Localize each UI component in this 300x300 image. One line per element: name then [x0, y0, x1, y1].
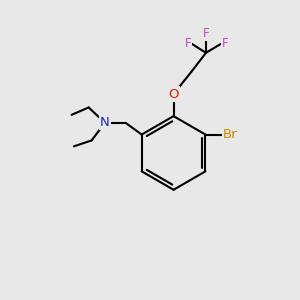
Text: Br: Br: [223, 128, 238, 141]
Text: F: F: [222, 38, 228, 50]
Text: O: O: [168, 88, 179, 100]
Text: F: F: [184, 38, 191, 50]
Text: N: N: [100, 116, 110, 129]
Text: F: F: [202, 27, 209, 40]
